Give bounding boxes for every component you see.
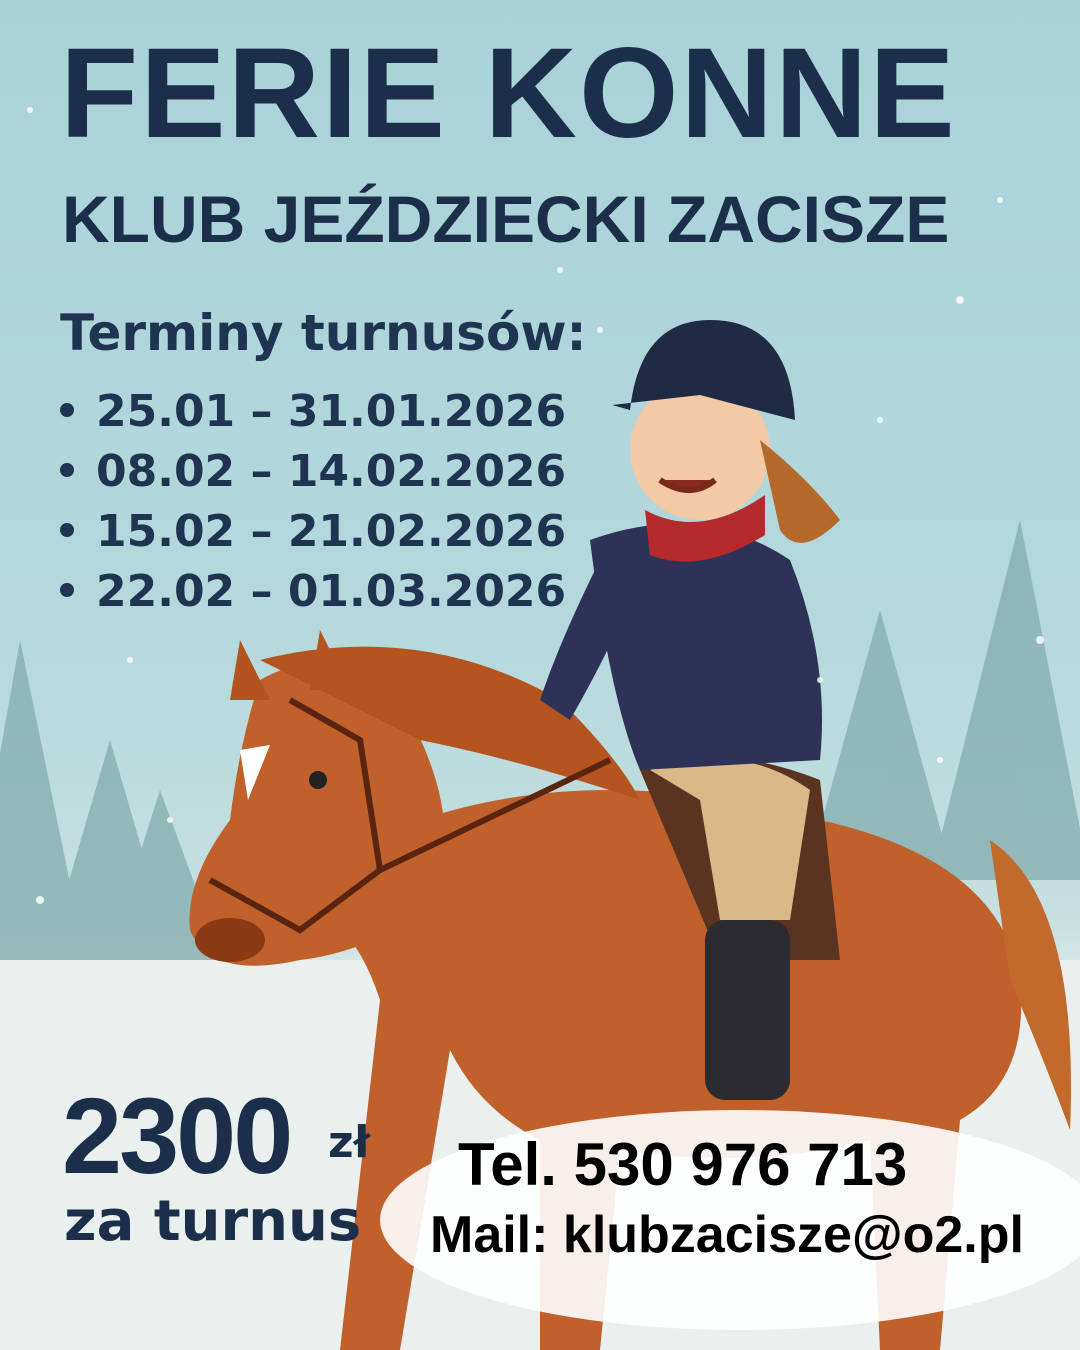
email-address: Mail: klubzacisze@o2.pl [430, 1206, 1024, 1264]
date-text: 25.01 – 31.01.2026 [96, 386, 567, 437]
bullet-icon [60, 523, 74, 537]
bullet-icon [60, 583, 74, 597]
price-unit: za turnus [64, 1189, 362, 1254]
date-text: 08.02 – 14.02.2026 [96, 446, 567, 497]
snow-mist [380, 1110, 1080, 1330]
phone-number: Tel. 530 976 713 [458, 1131, 908, 1198]
date-item: 25.01 – 31.01.2026 [60, 382, 566, 442]
bullet-icon [60, 463, 74, 477]
dates-list: 25.01 – 31.01.2026 08.02 – 14.02.2026 15… [60, 382, 566, 622]
date-item: 15.02 – 21.02.2026 [60, 502, 566, 562]
rider [540, 320, 840, 1100]
currency: zł [328, 1117, 370, 1168]
club-name: KLUB JEŹDZIECKI ZACISZE [62, 182, 950, 256]
dates-heading: Terminy turnusów: [60, 304, 587, 362]
date-text: 15.02 – 21.02.2026 [96, 506, 567, 557]
date-text: 22.02 – 01.03.2026 [96, 566, 567, 617]
price: 2300 [62, 1075, 293, 1196]
horse [189, 630, 1071, 1350]
bullet-icon [60, 403, 74, 417]
snowflakes [27, 107, 1044, 904]
date-item: 08.02 – 14.02.2026 [60, 442, 566, 502]
date-item: 22.02 – 01.03.2026 [60, 562, 566, 622]
poster-title: FERIE KONNE [60, 22, 957, 165]
